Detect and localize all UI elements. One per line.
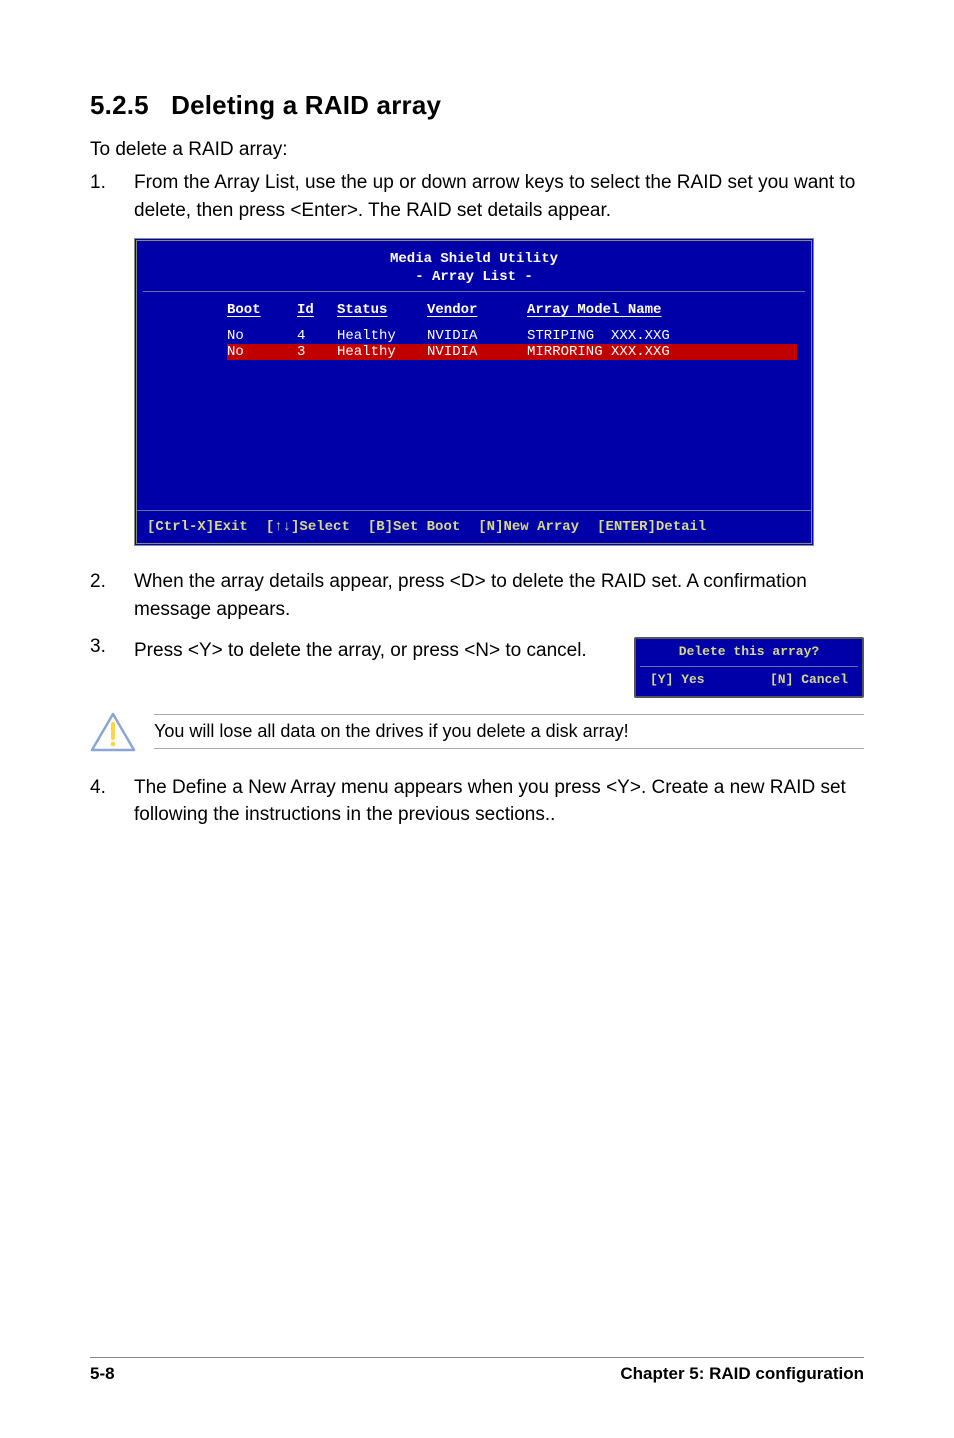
cell-model: STRIPING XXX.XXG: [527, 328, 727, 344]
foot-select[interactable]: [↑↓]Select: [266, 519, 350, 535]
bios-footer: [Ctrl-X]Exit [↑↓]Select [B]Set Boot [N]N…: [137, 510, 811, 543]
step-text: The Define a New Array menu appears when…: [134, 774, 864, 829]
bios-table-header: Boot Id Status Vendor Array Model Name: [227, 302, 797, 318]
cell-boot: No: [227, 328, 297, 344]
warning-icon: [90, 712, 136, 752]
col-boot: Boot: [227, 302, 297, 318]
bios-subtitle: - Array List -: [137, 269, 811, 291]
col-model: Array Model Name: [527, 302, 727, 318]
step-list-cont2: 4. The Define a New Array menu appears w…: [90, 774, 864, 829]
page-footer: 5-8 Chapter 5: RAID configuration: [90, 1357, 864, 1384]
cell-status: Healthy: [337, 344, 427, 360]
step-3: 3. Press <Y> to delete the array, or pre…: [90, 633, 864, 698]
cell-id: 3: [297, 344, 337, 360]
step-list: 1. From the Array List, use the up or do…: [90, 169, 864, 224]
step-2: 2. When the array details appear, press …: [90, 568, 864, 623]
chapter-label: Chapter 5: RAID configuration: [620, 1364, 864, 1384]
section-title-text: Deleting a RAID array: [171, 90, 441, 120]
table-row[interactable]: No 4 Healthy NVIDIA STRIPING XXX.XXG: [227, 328, 797, 344]
cell-vendor: NVIDIA: [427, 344, 527, 360]
bios-table-rows: No 4 Healthy NVIDIA STRIPING XXX.XXG No …: [227, 328, 797, 360]
cell-model: MIRRORING XXX.XXG: [527, 344, 727, 360]
warning-block: You will lose all data on the drives if …: [90, 712, 864, 752]
warning-text-wrap: You will lose all data on the drives if …: [154, 714, 864, 749]
step-number: 4.: [90, 774, 134, 829]
cell-id: 4: [297, 328, 337, 344]
page-number: 5-8: [90, 1364, 115, 1384]
step-1: 1. From the Array List, use the up or do…: [90, 169, 864, 224]
foot-setboot[interactable]: [B]Set Boot: [368, 519, 460, 535]
bios-divider: [143, 291, 805, 292]
bios-table: Boot Id Status Vendor Array Model Name N…: [137, 302, 811, 360]
foot-exit[interactable]: [Ctrl-X]Exit: [147, 519, 248, 535]
section-number: 5.2.5: [90, 90, 149, 120]
confirm-title: Delete this array?: [636, 639, 862, 666]
table-row-selected[interactable]: No 3 Healthy NVIDIA MIRRORING XXX.XXG: [227, 344, 797, 360]
bios-title: Media Shield Utility: [137, 241, 811, 269]
col-id: Id: [297, 302, 337, 318]
step-number: 1.: [90, 169, 134, 224]
cell-vendor: NVIDIA: [427, 328, 527, 344]
cell-boot: No: [227, 344, 297, 360]
bios-empty-space: [137, 360, 811, 510]
confirm-yes[interactable]: [Y] Yes: [650, 671, 705, 690]
confirm-actions: [Y] Yes [N] Cancel: [636, 667, 862, 696]
intro-text: To delete a RAID array:: [90, 139, 864, 161]
confirm-no[interactable]: [N] Cancel: [770, 671, 848, 690]
step-4: 4. The Define a New Array menu appears w…: [90, 774, 864, 829]
step-text: When the array details appear, press <D>…: [134, 568, 864, 623]
foot-detail[interactable]: [ENTER]Detail: [597, 519, 706, 535]
step-text: Press <Y> to delete the array, or press …: [134, 637, 614, 665]
bios-window: Media Shield Utility - Array List - Boot…: [134, 238, 814, 546]
foot-newarray[interactable]: [N]New Array: [478, 519, 579, 535]
step3-row: Press <Y> to delete the array, or press …: [134, 637, 864, 698]
step-list-cont: 2. When the array details appear, press …: [90, 568, 864, 698]
step-number: 2.: [90, 568, 134, 623]
col-status: Status: [337, 302, 427, 318]
bios-screenshot: Media Shield Utility - Array List - Boot…: [134, 238, 864, 546]
confirm-dialog: Delete this array? [Y] Yes [N] Cancel: [634, 637, 864, 698]
step-text: From the Array List, use the up or down …: [134, 169, 864, 224]
cell-status: Healthy: [337, 328, 427, 344]
col-vendor: Vendor: [427, 302, 527, 318]
page-root: 5.2.5 Deleting a RAID array To delete a …: [0, 0, 954, 1438]
section-heading: 5.2.5 Deleting a RAID array: [90, 90, 864, 121]
warning-text: You will lose all data on the drives if …: [154, 721, 864, 742]
step-number: 3.: [90, 633, 134, 698]
